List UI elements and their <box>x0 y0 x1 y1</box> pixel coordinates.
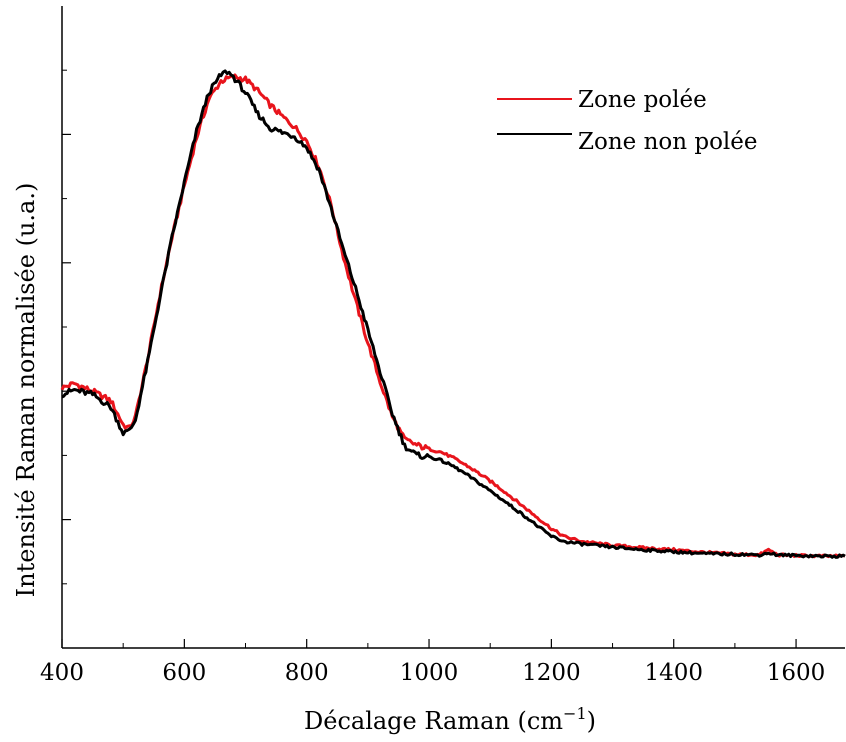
x-tick-label: 400 <box>40 660 84 686</box>
series-lines <box>60 69 846 559</box>
series-line-zone-non-polee <box>61 69 846 559</box>
x-axis-label-close: ) <box>587 707 596 735</box>
x-tick-label: 1200 <box>522 660 581 686</box>
x-tick-label: 1600 <box>767 660 826 686</box>
x-tick-label: 1400 <box>644 660 703 686</box>
x-axis-label: Décalage Raman (cm−1) <box>304 704 596 735</box>
legend-label-zone-polee: Zone polée <box>578 87 707 113</box>
legend-label-zone-non-polee: Zone non polée <box>578 129 758 155</box>
axis-ticks: 400 600 800 1000 1200 1400 1600 <box>40 69 826 686</box>
x-tick-label: 600 <box>162 660 206 686</box>
legend: Zone polée Zone non polée <box>497 87 758 155</box>
x-tick-label: 800 <box>285 660 329 686</box>
x-axis-label-superscript: −1 <box>563 704 587 723</box>
y-axis-label: Intensité Raman normalisée (u.a.) <box>12 183 40 598</box>
x-tick-label: 1000 <box>400 660 459 686</box>
x-axis-label-main: Décalage Raman (cm <box>304 707 563 735</box>
